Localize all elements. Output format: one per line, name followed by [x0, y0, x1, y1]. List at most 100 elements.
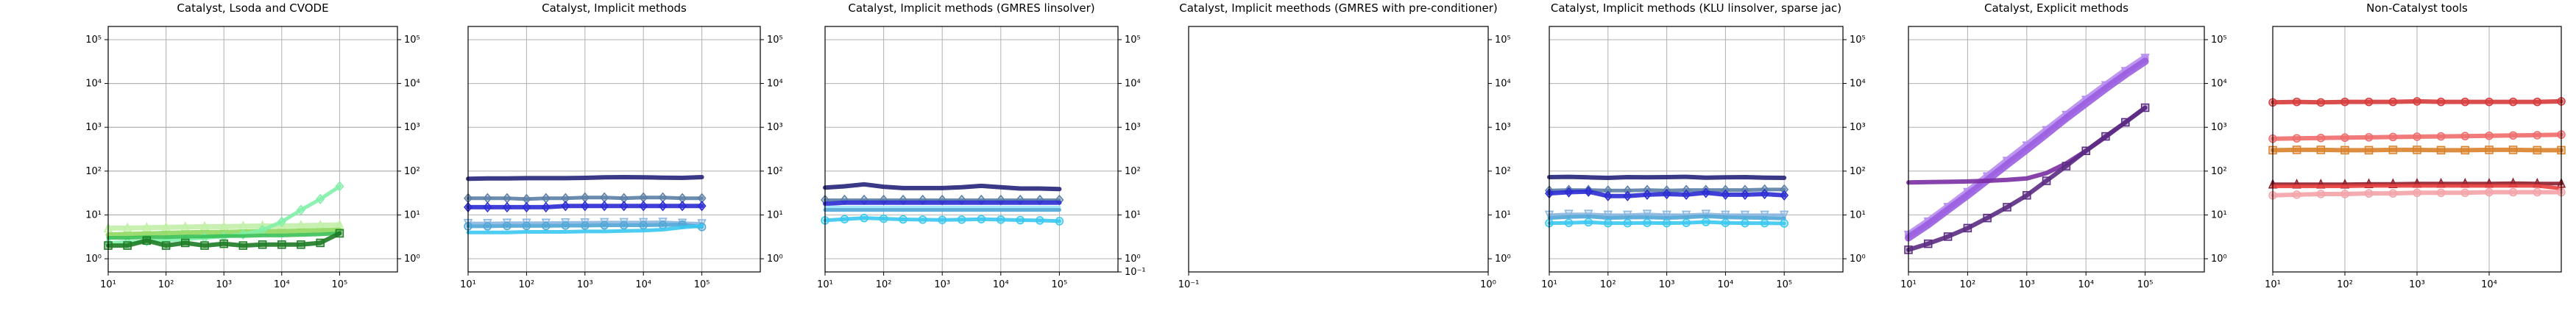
data-point [2485, 97, 2494, 107]
data-point [619, 201, 629, 212]
y-tick-label-right: 10⁵ [404, 35, 420, 46]
y-tick-label-right: 10⁵ [1125, 35, 1141, 46]
data-point [2436, 188, 2446, 198]
data-point [678, 201, 687, 212]
series-line-1 [823, 182, 1062, 192]
data-point [1623, 190, 1632, 201]
data-point [697, 193, 707, 204]
data-point [2436, 146, 2446, 155]
data-point [1584, 186, 1593, 197]
data-point [2316, 146, 2326, 154]
data-point [1564, 218, 1574, 227]
data-point [2292, 134, 2301, 143]
data-point [142, 236, 152, 245]
data-point [297, 240, 305, 249]
data-point [1701, 187, 1710, 198]
data-point [1963, 223, 1972, 233]
y-tick-label-right: 10² [1495, 166, 1511, 177]
y-tick-label-right: 10² [1850, 166, 1866, 177]
data-point [899, 215, 907, 224]
data-point [1740, 210, 1750, 221]
series-line-4 [1548, 212, 1786, 217]
data-point [1681, 210, 1691, 221]
x-tick-label: 10² [1600, 279, 1616, 290]
data-point [483, 193, 492, 204]
x-tick-label: 10³ [577, 279, 593, 290]
data-point [1923, 239, 1933, 248]
x-tick-label: 10¹ [1541, 279, 1557, 290]
data-point [2413, 146, 2421, 154]
data-point [2140, 103, 2150, 112]
data-point [1780, 190, 1789, 201]
y-tick-label-right: 10⁻¹ [1125, 267, 1146, 278]
data-point [2340, 133, 2349, 143]
data-point [1564, 209, 1574, 220]
data-point [2533, 131, 2542, 140]
data-point [2340, 97, 2349, 107]
data-point [2388, 132, 2398, 142]
panel-6: Catalyst, Explicit methods 10¹ 10² 10³ 10⁴ 10… [1900, 1, 2227, 290]
data-point [2485, 146, 2494, 154]
data-point [335, 181, 344, 192]
y-tick-label-right: 10³ [1125, 122, 1141, 133]
data-point [1016, 215, 1025, 225]
data-point [2436, 97, 2446, 107]
data-point [2413, 97, 2421, 106]
data-point [335, 229, 344, 238]
y-tick-label-right: 10⁰ [1125, 254, 1141, 265]
data-point [2485, 131, 2494, 140]
data-point [2388, 146, 2398, 154]
plot-frame [824, 26, 1119, 273]
y-tick-label-right: 10¹ [2211, 209, 2227, 220]
data-point [502, 193, 512, 204]
x-tick-label: 10⁻¹ [1178, 279, 1200, 290]
data-point [2364, 133, 2374, 142]
data-point [2388, 189, 2398, 198]
data-point [2460, 97, 2470, 107]
data-point [658, 201, 668, 212]
series-line-5 [106, 231, 342, 248]
data-point [2533, 146, 2542, 155]
data-point [2533, 97, 2542, 107]
data-point [2460, 146, 2470, 155]
data-point [581, 221, 590, 230]
data-point [1702, 218, 1710, 226]
plot-frame [467, 26, 761, 273]
x-tick-label: 10² [2337, 279, 2353, 290]
y-tick-label-right: 10⁴ [1850, 79, 1866, 90]
panel-title: Catalyst, Implicit methods (KLU linsolve… [1551, 1, 1841, 15]
data-point [1721, 189, 1730, 201]
data-point [1780, 210, 1789, 221]
series-line-6 [823, 216, 1061, 223]
panel-title: Catalyst, Explicit methods [1984, 1, 2129, 15]
y-tick-label-right: 10² [1125, 166, 1141, 177]
data-point [1643, 218, 1652, 227]
data-point [2413, 132, 2421, 141]
data-point [678, 193, 687, 204]
data-point [1741, 218, 1749, 228]
y-tick-label-right: 10³ [1495, 122, 1511, 133]
data-point [542, 221, 551, 231]
data-point [483, 222, 492, 231]
panel-3: Catalyst, Implicit methods (GMRES linsol… [817, 1, 1146, 290]
data-point [2316, 98, 2326, 107]
data-point [1682, 189, 1691, 201]
x-tick-label: 10⁴ [635, 279, 651, 290]
series-line-5 [2271, 184, 2563, 190]
data-point [2340, 190, 2349, 198]
data-point [2508, 187, 2518, 197]
data-point [2388, 97, 2398, 107]
data-point [238, 241, 248, 250]
y-tick-label-right: 10⁴ [1495, 79, 1511, 90]
data-point [957, 215, 966, 224]
series-line-4 [467, 220, 704, 225]
y-tick-label-left: 10² [85, 166, 102, 177]
data-point [1682, 218, 1691, 227]
series-line-4 [2271, 181, 2563, 187]
data-point [1943, 232, 1953, 241]
data-point [1564, 187, 1574, 198]
y-tick-label-right: 10³ [404, 122, 420, 133]
series-line-1 [2271, 98, 2563, 105]
data-point [161, 241, 171, 250]
y-tick-label-left: 10⁴ [85, 79, 102, 90]
